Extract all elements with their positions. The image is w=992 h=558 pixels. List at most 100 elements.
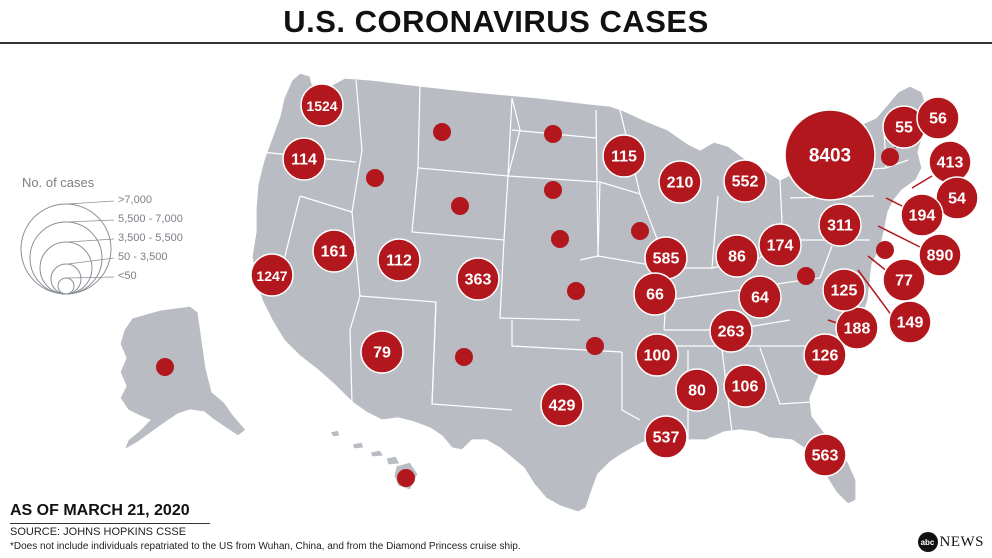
legend-circle-0 [20, 203, 112, 295]
bubble-ak [156, 358, 174, 376]
legend-label-50-3500: 50 - 3,500 [118, 251, 168, 263]
bubble-label-ma: 413 [937, 155, 964, 172]
bubble-ks [567, 282, 585, 300]
bubble-wv [797, 267, 815, 285]
source-credit: SOURCE: JOHNS HOPKINS CSSE [10, 526, 187, 538]
bubble-nj [918, 233, 962, 277]
bubble-ny [784, 109, 876, 201]
bubble-de [882, 258, 926, 302]
bubble-label-ca: 1247 [256, 268, 287, 284]
news-wordmark: NEWS [939, 533, 984, 550]
bubble-az [360, 330, 404, 374]
bubble-label-de: 77 [895, 273, 913, 290]
bubble-ct [900, 193, 944, 237]
page-title: U.S. CORONAVIRUS CASES [283, 4, 709, 39]
bubble-label-me: 56 [929, 111, 947, 128]
abc-logo-icon: abc [917, 532, 938, 552]
bubble-label-tn: 263 [718, 324, 745, 341]
bubble-ms [675, 368, 719, 412]
legend-pointer-4 [67, 276, 115, 279]
bubble-ok [586, 337, 604, 355]
bubble-label-mi: 552 [732, 174, 759, 191]
bubble-ri [935, 176, 979, 220]
bubble-hi [397, 469, 415, 487]
bubble-fl [803, 433, 847, 477]
title-divider [0, 42, 992, 44]
bubble-mi [723, 159, 767, 203]
legend-pointer-3 [67, 257, 115, 265]
as-of-date: AS OF MARCH 21, 2020 [10, 502, 190, 519]
bubble-size-legend [20, 200, 115, 295]
bubble-pa [818, 203, 862, 247]
footnote: *Does not include individuals repatriate… [10, 541, 521, 552]
bubble-ne [551, 230, 569, 248]
bubble-nd [544, 125, 562, 143]
hawaii-island-2 [351, 441, 365, 450]
bubble-or [282, 137, 326, 181]
bubble-label-sc: 126 [812, 348, 839, 365]
bubble-label-ms: 80 [688, 383, 706, 400]
bubble-label-md: 149 [897, 315, 924, 332]
abc-news-logo: abc NEWS [917, 532, 985, 552]
hawaii-island-4 [385, 455, 401, 466]
bubble-sc [803, 333, 847, 377]
bubble-label-in: 86 [728, 249, 746, 266]
bubble-nv [312, 229, 356, 273]
bubble-nh [881, 148, 899, 166]
bubble-label-mn: 115 [611, 149, 637, 166]
bubble-label-nc: 188 [844, 321, 871, 338]
bubble-label-nj: 890 [927, 248, 954, 265]
bubble-mn [602, 134, 646, 178]
bubble-id [366, 169, 384, 187]
bubble-tn [709, 309, 753, 353]
leader-line-md [857, 269, 893, 317]
legend-label-3500-5500: 3,500 - 5,500 [118, 232, 183, 244]
bubble-ky [738, 275, 782, 319]
legend-label-over-7000: >7,000 [118, 194, 152, 206]
legend-pointer-2 [67, 238, 115, 243]
bubble-label-nv: 161 [321, 244, 348, 261]
bubble-ut [377, 238, 421, 282]
bubble-sd [544, 181, 562, 199]
hawaii-island-3 [369, 449, 385, 458]
bubble-ca [250, 253, 294, 297]
bubble-mt [433, 123, 451, 141]
bubble-label-il: 585 [653, 251, 680, 268]
bubble-label-ri: 54 [948, 191, 966, 208]
bubble-wa [300, 83, 344, 127]
bubble-label-va: 125 [831, 283, 858, 300]
leader-line-nj [877, 225, 923, 249]
bubble-label-la: 537 [653, 430, 680, 447]
bubble-label-pa: 311 [827, 218, 853, 235]
hawaii-island-1 [329, 429, 341, 438]
legend-title: No. of cases [22, 175, 95, 190]
alaska-shape [119, 305, 247, 451]
bubble-oh [758, 223, 802, 267]
bubble-la [644, 415, 688, 459]
bubble-tx [540, 383, 584, 427]
bubble-label-ky: 64 [751, 290, 769, 307]
legend-circle-1 [29, 221, 103, 295]
bubble-label-fl: 563 [812, 448, 839, 465]
bubble-label-oh: 174 [767, 238, 794, 255]
bubble-label-wi: 210 [667, 175, 694, 192]
bubble-label-ny: 8403 [809, 146, 851, 167]
legend-pointer-1 [67, 219, 115, 223]
bubble-label-tx: 429 [549, 398, 576, 415]
bubble-wi [658, 160, 702, 204]
legend-circle-2 [39, 241, 93, 295]
bubble-va [822, 268, 866, 312]
bubble-md [888, 300, 932, 344]
bubble-label-ut: 112 [386, 253, 412, 270]
leader-line-de [867, 255, 889, 273]
bubble-mo [633, 272, 677, 316]
bubble-label-ct: 194 [909, 208, 936, 225]
bubble-label-or: 114 [291, 152, 317, 169]
legend-circle-3 [50, 263, 82, 295]
bubble-label-mo: 66 [646, 287, 664, 304]
legend-label-under-50: <50 [118, 270, 137, 282]
legend-circle-4 [57, 277, 75, 295]
bubble-label-vt: 55 [895, 120, 913, 137]
bubble-label-wa: 1524 [306, 98, 337, 114]
